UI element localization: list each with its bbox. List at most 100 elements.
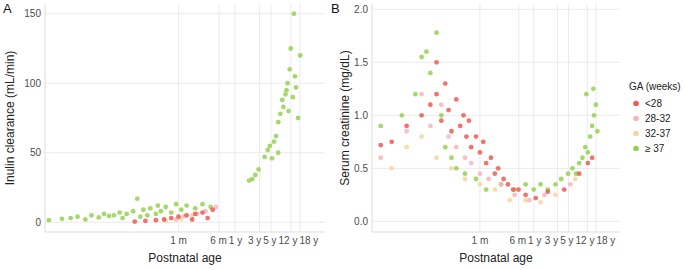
point [531,187,536,192]
point [439,113,444,118]
point [290,95,295,100]
point [162,217,167,222]
point [124,212,129,217]
panel: 0501001501 m6 m1 y3 y5 y12 y18 yPostnata… [3,1,325,265]
x-axis-title: Postnatal age [459,251,533,265]
y-tick-label: 0.5 [354,163,368,174]
point [276,120,281,125]
points [378,30,599,204]
x-axis-title: Postnatal age [148,251,222,265]
point [389,139,394,144]
point [501,177,506,182]
point [280,98,285,103]
point [419,113,424,118]
point [419,134,424,139]
point [434,30,439,35]
point [200,210,205,215]
point [428,102,433,107]
point [285,81,290,86]
grid-line [259,4,260,232]
legend-key [633,101,639,107]
point [584,92,589,97]
point [265,148,270,153]
x-tick-label: 12 y [279,235,298,246]
point [538,182,543,187]
point [107,214,112,219]
point [278,111,283,116]
point [267,143,272,148]
point [591,86,596,91]
grid-line [234,4,235,232]
series [378,92,572,203]
panel-title: B [331,1,340,16]
point [184,203,189,208]
point [298,53,303,58]
point [486,177,491,182]
point [443,145,448,150]
point [474,134,479,139]
point [205,216,210,221]
point [585,150,590,155]
y-axis-title: Serum creatinine (mg/dL) [338,50,352,185]
point [120,216,125,221]
point [284,88,289,93]
point [545,189,550,194]
point [163,205,168,210]
point [46,218,51,223]
point [378,143,383,148]
point [474,177,479,182]
point [446,134,451,139]
point [148,206,153,211]
point [200,202,205,207]
grid-line [178,4,179,232]
grid-line [45,152,325,153]
grid-line [271,4,272,232]
y-axis-title: Inulin clearance (mL/min) [3,51,17,186]
grid-line [372,115,620,116]
x-tick-label: 1 y [528,235,541,246]
point [573,177,578,182]
point [568,182,573,187]
point [523,192,528,197]
point [481,139,486,144]
point [404,145,409,150]
point [553,182,558,187]
point [595,129,600,134]
point [463,177,468,182]
point [138,214,143,219]
point [559,177,564,182]
grid-line [372,9,620,10]
point [461,113,466,118]
point [484,187,489,192]
point [413,92,418,97]
point [253,173,258,178]
point [512,192,517,197]
point [75,214,80,219]
point [281,104,286,109]
point [404,129,409,134]
point [117,210,122,215]
x-tick-label: 1 m [472,235,489,246]
grid-line [372,62,620,63]
x-tick-label: 12 y [576,235,595,246]
point [593,102,598,107]
point [454,97,459,102]
legend-key [633,146,639,152]
point [585,161,590,166]
series [174,205,219,222]
legend-label: <28 [645,98,662,109]
point [158,209,163,214]
point [454,145,459,150]
point [469,145,474,150]
point [419,55,424,60]
legend-key [633,131,639,137]
point [523,182,528,187]
point [96,215,101,220]
point [428,124,433,129]
point [404,124,409,129]
point [449,155,454,160]
point [428,71,433,76]
point [492,171,497,176]
point [184,213,189,218]
point [464,134,469,139]
